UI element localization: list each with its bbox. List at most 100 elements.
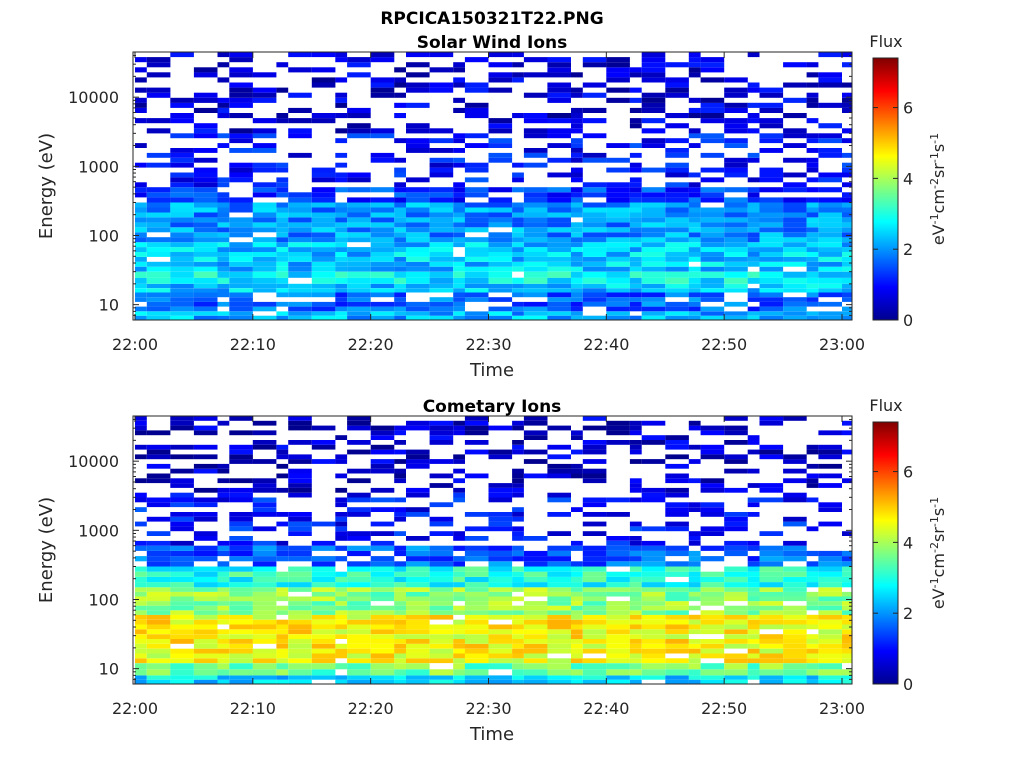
- heatmap-cell: [606, 292, 630, 298]
- heatmap-cell: [347, 306, 371, 312]
- heatmap-cell: [488, 306, 513, 312]
- heatmap-cell: [406, 222, 430, 228]
- heatmap-cell: [606, 653, 630, 659]
- heatmap-cell: [464, 440, 489, 445]
- heatmap-cell: [311, 113, 336, 119]
- heatmap-cell: [700, 217, 725, 223]
- heatmap-cell: [276, 669, 289, 676]
- heatmap-cell: [170, 675, 194, 680]
- heatmap-cell: [818, 566, 842, 572]
- heatmap-cell: [347, 266, 371, 272]
- heatmap-cell: [606, 634, 630, 639]
- heatmap-cell: [229, 430, 253, 436]
- heatmap-cell: [512, 301, 524, 307]
- heatmap-cell: [842, 550, 852, 557]
- heatmap-cell: [582, 157, 607, 163]
- heatmap-cell: [547, 582, 571, 588]
- colorbar-label: eV-1cm-2sr-1s-1: [928, 133, 948, 245]
- heatmap-cell: [806, 634, 819, 639]
- heatmap-cell: [547, 497, 571, 503]
- heatmap-cell: [464, 315, 489, 320]
- heatmap-cell: [464, 624, 489, 630]
- heatmap-cell: [170, 148, 194, 153]
- heatmap-cell: [146, 663, 171, 670]
- heatmap-cell: [217, 197, 230, 203]
- heatmap-cell: [429, 247, 454, 252]
- heatmap-cell: [547, 252, 571, 257]
- heatmap-cell: [406, 507, 430, 512]
- heatmap-cell: [818, 292, 842, 298]
- heatmap-cell: [347, 222, 371, 228]
- heatmap-cell: [523, 610, 548, 615]
- heatmap-cell: [464, 277, 489, 284]
- heatmap-cell: [288, 128, 312, 134]
- heatmap-cell: [170, 283, 194, 289]
- heatmap-cell: [370, 675, 395, 680]
- heatmap-cell: [665, 526, 689, 532]
- heatmap-cell: [547, 545, 571, 551]
- heatmap-cell: [193, 283, 218, 289]
- heatmap-cell: [464, 247, 489, 252]
- heatmap-cell: [700, 663, 725, 670]
- heatmap-cell: [406, 536, 430, 541]
- heatmap-cell: [688, 478, 701, 484]
- heatmap-cell: [806, 207, 819, 213]
- heatmap-cell: [629, 675, 642, 680]
- heatmap-cell: [818, 77, 842, 83]
- heatmap-cell: [547, 643, 571, 649]
- heatmap-cell: [453, 478, 465, 484]
- heatmap-cell: [488, 72, 513, 78]
- heatmap-cell: [394, 624, 406, 630]
- heatmap-cell: [606, 420, 630, 426]
- heatmap-cell: [842, 619, 852, 625]
- heatmap-cell: [229, 658, 253, 664]
- heatmap-cell: [146, 605, 171, 611]
- heatmap-cell: [135, 266, 147, 272]
- heatmap-cell: [806, 97, 819, 103]
- heatmap-cell: [700, 629, 725, 635]
- heatmap-cell: [629, 629, 642, 635]
- heatmap-cell: [641, 77, 666, 83]
- heatmap-cell: [759, 227, 784, 233]
- heatmap-cell: [688, 297, 701, 302]
- heatmap-cell: [193, 669, 218, 676]
- heatmap-cell: [783, 634, 807, 639]
- heatmap-cell: [193, 614, 218, 620]
- heatmap-cell: [217, 311, 230, 316]
- heatmap-cell: [523, 92, 548, 98]
- heatmap-cell: [193, 545, 218, 551]
- heatmap-cell: [370, 187, 395, 193]
- heatmap-cell: [606, 619, 630, 625]
- heatmap-cell: [582, 502, 607, 508]
- heatmap-cell: [512, 596, 524, 602]
- heatmap-cell: [641, 62, 666, 68]
- heatmap-cell: [464, 571, 489, 577]
- heatmap-cell: [193, 252, 218, 257]
- heatmap-cell: [571, 252, 583, 257]
- heatmap-cell: [464, 556, 489, 562]
- heatmap-cell: [146, 306, 171, 312]
- heatmap-cell: [724, 587, 748, 592]
- heatmap-cell: [665, 639, 689, 644]
- heatmap-cell: [453, 531, 465, 536]
- heatmap-cell: [842, 315, 852, 320]
- heatmap-cell: [193, 311, 218, 316]
- heatmap-cell: [512, 237, 524, 243]
- heatmap-cell: [571, 72, 583, 78]
- heatmap-cell: [629, 143, 642, 148]
- heatmap-cell: [276, 605, 289, 611]
- heatmap-cell: [700, 483, 725, 488]
- heatmap-cell: [217, 576, 230, 583]
- heatmap-cell: [276, 643, 289, 649]
- colorbar-tick-label: 4: [903, 169, 913, 188]
- heatmap-cell: [759, 92, 784, 98]
- heatmap-cell: [335, 675, 348, 680]
- heatmap-cell: [394, 675, 406, 680]
- heatmap-cell: [453, 202, 465, 208]
- heatmap-cell: [629, 283, 642, 289]
- heatmap-cell: [311, 571, 336, 577]
- heatmap-cell: [724, 227, 748, 233]
- heatmap-cell: [747, 271, 760, 278]
- heatmap-cell: [547, 658, 571, 664]
- heatmap-cell: [724, 634, 748, 639]
